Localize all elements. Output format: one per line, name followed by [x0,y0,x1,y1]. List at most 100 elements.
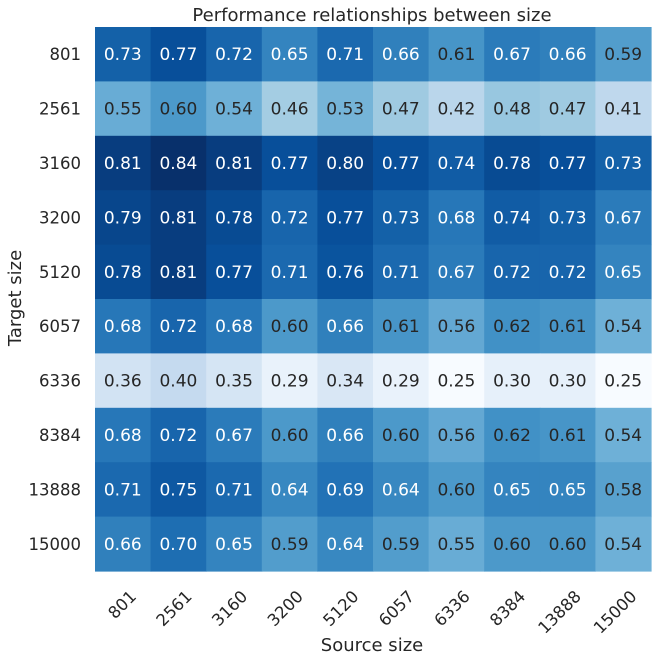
cell-value-label: 0.53 [326,100,364,120]
cell-value-label: 0.67 [437,263,475,283]
heatmap-cell [484,190,541,246]
cell-value-label: 0.81 [104,154,142,174]
cell-value-label: 0.81 [215,154,253,174]
heatmap-cell [539,407,596,463]
heatmap-cell [595,462,652,518]
cell-value-label: 0.66 [104,535,142,555]
heatmap-cell [261,27,318,82]
cell-value-label: 0.77 [215,263,253,283]
cell-value-label: 0.67 [604,208,642,228]
heatmap-cell [373,407,430,463]
heatmap-cell [484,27,541,82]
cell-value-label: 0.55 [437,535,475,555]
heatmap-cell [539,462,596,518]
cell-value-label: 0.65 [215,535,253,555]
heatmap-cell [206,27,263,82]
heatmap-cell [428,353,485,409]
cell-value-label: 0.59 [604,45,642,65]
heatmap-cell [595,353,652,409]
cell-value-label: 0.68 [215,317,253,337]
heatmap-cell [95,135,152,191]
heatmap-cell [595,516,652,572]
cell-value-label: 0.68 [104,426,142,446]
cell-value-label: 0.29 [382,372,420,392]
heatmap-cell [206,353,263,409]
cell-value-label: 0.61 [549,426,587,446]
heatmap-cells [95,27,652,572]
y-tick-label: 2561 [39,100,81,119]
y-tick-label: 801 [50,45,82,64]
heatmap-cell [317,516,374,572]
cell-value-label: 0.36 [104,372,142,392]
cell-value-label: 0.75 [159,480,197,500]
cell-value-label: 0.25 [437,372,475,392]
heatmap-cell [261,516,318,572]
heatmap-cell [261,190,318,246]
heatmap-cell [206,135,263,191]
heatmap-cell [484,299,541,354]
heatmap-cell [484,135,541,191]
cell-value-label: 0.78 [215,208,253,228]
cell-value-label: 0.77 [159,45,197,65]
heatmap-cell [373,353,430,409]
cell-value-label: 0.62 [493,317,531,337]
cell-value-label: 0.67 [215,426,253,446]
y-tick-label: 8384 [39,426,81,445]
cell-value-label: 0.65 [271,45,309,65]
heatmap-cell [261,353,318,409]
heatmap-cell [95,190,152,246]
heatmap-cell [373,27,430,82]
heatmap-cell [539,27,596,82]
cell-value-label: 0.66 [382,45,420,65]
cell-value-label: 0.66 [326,426,364,446]
heatmap-cell [150,27,207,82]
heatmap-cell [150,462,207,518]
cell-value-label: 0.71 [215,480,253,500]
heatmap-cell [595,407,652,463]
cell-value-label: 0.60 [437,480,475,500]
cell-value-label: 0.56 [437,426,475,446]
heatmap-cell [317,299,374,354]
x-tick-label: 8384 [486,587,529,630]
y-axis-ticks: 801 2561 3160 3200 5120 6057 6336 8384 13888 1500… [29,45,82,554]
cell-value-label: 0.73 [382,208,420,228]
heatmap-cell [206,299,263,354]
cell-value-label: 0.30 [549,372,587,392]
heatmap-cell [206,407,263,463]
cell-value-label: 0.47 [549,100,587,120]
heatmap-cell [150,516,207,572]
heatmap-cell [95,516,152,572]
heatmap-cell [95,27,152,82]
cell-value-label: 0.54 [215,100,253,120]
heatmap-cell [373,135,430,191]
cell-value-label: 0.68 [104,317,142,337]
heatmap-cell [539,516,596,572]
cell-value-label: 0.64 [326,535,364,555]
cell-value-label: 0.71 [326,45,364,65]
x-tick-label: 13888 [534,587,585,638]
heatmap-cell [206,516,263,572]
heatmap-cell [595,299,652,354]
cell-value-label: 0.73 [549,208,587,228]
cell-value-label: 0.59 [382,535,420,555]
heatmap-cell [261,299,318,354]
cell-value-label: 0.64 [271,480,309,500]
cell-value-label: 0.46 [271,100,309,120]
heatmap-cell [539,244,596,300]
cell-value-label: 0.74 [493,208,531,228]
y-tick-label: 15000 [29,535,82,554]
cell-value-label: 0.65 [604,263,642,283]
cell-value-label: 0.77 [382,154,420,174]
heatmap-cell [595,244,652,300]
cell-value-label: 0.56 [437,317,475,337]
cell-value-label: 0.73 [104,45,142,65]
heatmap-cell-labels: 0.73 0.77 0.72 0.65 0.71 0.66 0.61 0.67 0.66 0.59… [104,45,642,555]
heatmap-cell [261,135,318,191]
heatmap-cell [428,27,485,82]
heatmap-cell [150,190,207,246]
heatmap-cell [261,407,318,463]
heatmap-cell [261,81,318,137]
heatmap-cell [317,27,374,82]
heatmap-cell [317,407,374,463]
heatmap-cell [150,244,207,300]
